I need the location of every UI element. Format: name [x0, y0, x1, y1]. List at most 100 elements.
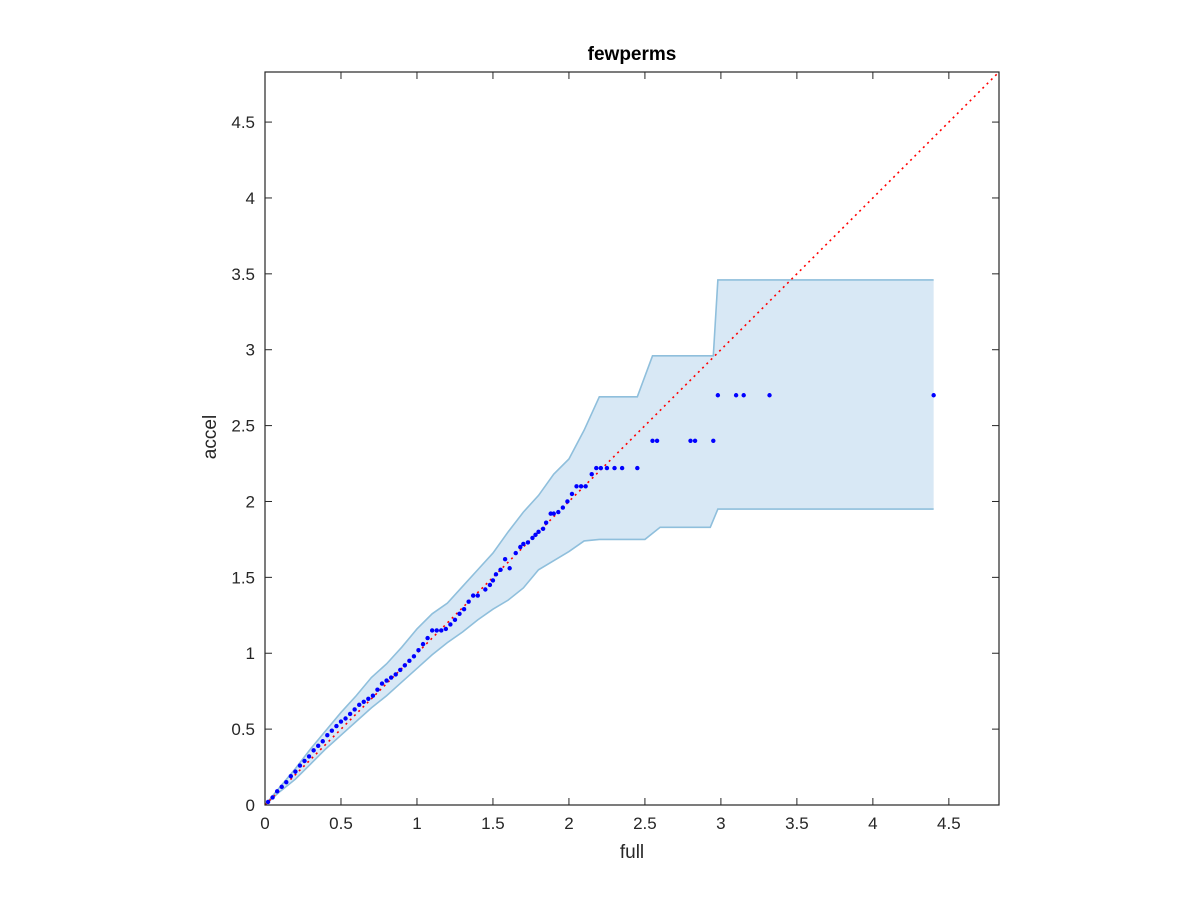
data-point	[320, 739, 325, 744]
data-point	[448, 622, 453, 627]
data-point	[470, 593, 476, 598]
data-point	[393, 672, 398, 677]
data-point	[306, 754, 312, 759]
data-point	[692, 438, 698, 443]
data-point	[733, 393, 739, 398]
data-point	[347, 711, 353, 717]
x-tick-label: 1.5	[481, 814, 505, 833]
data-point	[461, 607, 467, 612]
data-point	[578, 484, 584, 489]
data-point	[416, 648, 421, 653]
x-tick-label: 2	[564, 814, 573, 833]
data-point	[388, 675, 394, 680]
data-point	[556, 509, 561, 515]
data-point	[315, 743, 321, 749]
x-tick-label: 2.5	[633, 814, 657, 833]
data-point	[560, 505, 566, 510]
data-point	[589, 471, 594, 477]
data-point	[434, 628, 439, 633]
y-axis-label: accel	[200, 415, 221, 459]
y-tick-label: 1.5	[231, 568, 255, 587]
data-point	[274, 789, 280, 794]
data-point	[654, 438, 660, 443]
x-tick-label: 0	[260, 814, 269, 833]
plot-area: 0 0.5 1 1.5 2 2.5 3 3.5 4 4.5 0 0.5 1 1.5 2 2.5 3 3.5 4 4.5	[231, 71, 1000, 833]
data-point	[361, 699, 366, 705]
data-point	[379, 681, 385, 686]
x-axis-label: full	[620, 842, 644, 863]
data-point	[594, 465, 599, 471]
x-tick-label: 3.5	[785, 814, 809, 833]
data-point	[284, 780, 289, 785]
data-point	[398, 667, 403, 673]
data-point	[498, 567, 503, 572]
data-point	[338, 719, 344, 724]
data-point	[619, 465, 625, 471]
data-point	[540, 526, 546, 531]
data-point	[375, 687, 380, 692]
data-point	[407, 658, 412, 664]
data-point	[483, 587, 488, 592]
data-point	[548, 511, 553, 516]
data-point	[429, 628, 435, 633]
data-point	[502, 556, 508, 562]
data-point	[612, 465, 617, 471]
data-point	[439, 628, 444, 633]
data-point	[525, 540, 531, 545]
data-point	[297, 763, 303, 768]
x-tick-label: 1	[412, 814, 421, 833]
data-point	[513, 550, 518, 556]
data-point	[598, 465, 604, 471]
y-tick-label: 1	[246, 644, 255, 663]
data-point	[565, 499, 570, 504]
data-point	[533, 532, 538, 538]
x-tick-label: 0.5	[329, 814, 353, 833]
x-tick-label: 3	[716, 814, 725, 833]
data-point	[536, 529, 541, 535]
data-point	[635, 465, 640, 471]
confidence-band	[265, 279, 934, 805]
data-point	[293, 769, 298, 774]
x-tick-label: 4	[868, 814, 877, 833]
data-point	[551, 511, 556, 516]
data-point	[604, 465, 610, 471]
y-tick-label: 2.5	[231, 417, 255, 436]
data-point	[711, 438, 716, 443]
data-point	[334, 723, 339, 729]
data-point	[518, 544, 523, 550]
axes-box	[264, 71, 1000, 806]
data-point	[457, 611, 462, 616]
data-point	[357, 702, 362, 708]
data-point	[311, 748, 316, 753]
data-point	[343, 716, 348, 721]
data-point	[543, 520, 549, 525]
x-tick-label: 4.5	[937, 814, 961, 833]
data-point	[411, 654, 417, 659]
data-point	[487, 582, 493, 588]
y-tick-label: 0	[246, 796, 255, 815]
data-point	[466, 599, 471, 604]
chart-title: fewperms	[588, 44, 677, 65]
data-point	[370, 693, 376, 698]
data-point	[574, 484, 579, 489]
data-point	[425, 635, 430, 641]
data-point	[325, 732, 330, 738]
data-point	[650, 438, 655, 443]
data-point	[452, 617, 458, 623]
data-point	[270, 795, 275, 800]
data-point	[265, 799, 271, 805]
data-point	[475, 593, 480, 598]
data-point	[279, 784, 284, 789]
data-point	[741, 393, 746, 398]
data-point	[329, 728, 335, 733]
data-point	[288, 773, 294, 779]
band-lower-edge	[264, 508, 934, 806]
data-point	[569, 491, 575, 497]
data-point	[688, 438, 693, 443]
data-point	[507, 566, 512, 571]
data-point	[366, 696, 371, 701]
data-point	[443, 626, 449, 632]
y-tick-label: 4.5	[231, 113, 255, 132]
y-tick-label: 4	[246, 189, 255, 208]
